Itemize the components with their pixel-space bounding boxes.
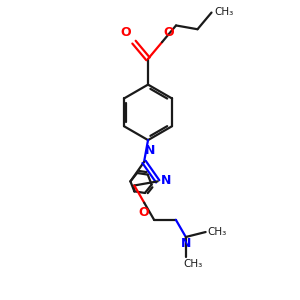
Text: O: O <box>120 26 131 39</box>
Text: N: N <box>161 174 171 187</box>
Text: O: O <box>163 26 174 39</box>
Text: N: N <box>181 237 191 250</box>
Text: CH₃: CH₃ <box>214 7 234 16</box>
Text: CH₃: CH₃ <box>208 227 227 237</box>
Text: O: O <box>139 206 149 219</box>
Text: N: N <box>145 144 155 157</box>
Text: CH₃: CH₃ <box>184 259 203 269</box>
